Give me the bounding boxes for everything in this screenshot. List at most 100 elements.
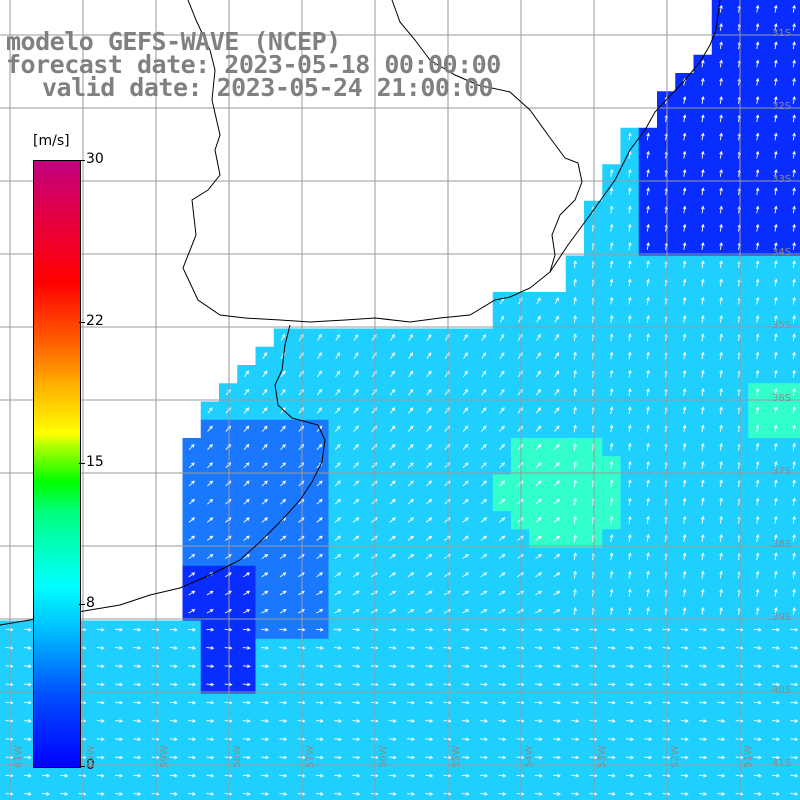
wind-arrow [571, 700, 580, 705]
wind-arrow [279, 627, 288, 632]
wind-arrow [115, 773, 124, 778]
wind-arrow [243, 425, 250, 432]
wind-arrow [206, 517, 214, 523]
wind-arrow [646, 260, 650, 269]
wind-arrow [60, 773, 69, 778]
wind-arrow [792, 150, 796, 159]
wind-arrow [115, 719, 124, 723]
wind-arrow [553, 646, 562, 650]
wind-arrow [426, 443, 432, 451]
wind-arrow [774, 315, 778, 323]
wind-arrow [169, 627, 178, 632]
wind-arrow [755, 442, 760, 451]
wind-arrow [243, 572, 251, 578]
wind-speed-cell [784, 383, 800, 402]
wind-arrow [443, 719, 452, 723]
wind-arrow [280, 333, 286, 341]
wind-speed-cell [784, 0, 800, 19]
wind-arrow [573, 315, 577, 323]
wind-arrow [609, 260, 614, 269]
wind-arrow [774, 424, 778, 433]
wind-arrow [682, 479, 687, 488]
wind-arrow [280, 425, 286, 432]
wind-arrow [553, 590, 561, 596]
wind-arrow [462, 370, 468, 378]
wind-arrow [792, 534, 796, 542]
wind-arrow [96, 664, 105, 669]
wind-arrow [151, 682, 160, 687]
wind-speed-cell [54, 784, 74, 800]
wind-arrow [753, 773, 762, 778]
wind-arrow [662, 737, 671, 742]
wind-arrow [790, 682, 799, 687]
wind-arrow [755, 41, 760, 50]
colorbar-tick-mark [79, 766, 85, 767]
wind-arrow [573, 333, 577, 342]
wind-direction-arrows [5, 4, 799, 796]
colorbar [33, 160, 81, 768]
wind-arrow [589, 627, 598, 632]
wind-arrow [408, 388, 414, 396]
wind-arrow [735, 646, 744, 650]
wind-arrow [462, 553, 469, 560]
colorbar-tick-label: 15 [86, 454, 104, 470]
wind-arrow [792, 333, 796, 342]
wind-speed-cell [419, 784, 439, 800]
wind-arrow [609, 223, 614, 232]
wind-arrow [662, 755, 671, 760]
wind-arrow [334, 700, 343, 705]
wind-arrow [553, 480, 560, 487]
wind-arrow [701, 424, 705, 433]
wind-arrow [719, 388, 723, 396]
wind-arrow [682, 607, 687, 615]
wind-arrow [701, 369, 705, 378]
wind-arrow [774, 187, 778, 196]
wind-arrow [499, 315, 505, 323]
wind-arrow [628, 479, 632, 488]
wind-arrow [719, 442, 723, 451]
wind-arrow [573, 424, 577, 433]
wind-arrow [115, 700, 124, 705]
wind-arrow [297, 773, 306, 778]
wind-arrow [719, 424, 723, 433]
wind-speed-cell [784, 73, 800, 92]
wind-arrow [792, 388, 796, 396]
wind-speed-cell [784, 602, 800, 621]
wind-arrow [370, 627, 379, 632]
wind-arrow [774, 442, 778, 451]
wind-arrow [792, 260, 796, 269]
wind-arrow [334, 719, 343, 723]
wind-arrow [78, 773, 87, 778]
wind-arrow [699, 719, 708, 723]
wind-arrow [535, 590, 543, 596]
wind-arrow [408, 407, 414, 414]
wind-speed-cell [456, 784, 475, 800]
wind-arrow [717, 792, 726, 796]
wind-arrow [371, 407, 377, 414]
wind-speed-cell [784, 54, 800, 74]
wind-arrow [717, 737, 726, 742]
wind-arrow [407, 517, 415, 523]
wind-arrow [573, 351, 577, 360]
wind-arrow [755, 242, 760, 250]
wind-arrow [242, 682, 251, 687]
wind-arrow [646, 461, 650, 469]
wind-arrow [315, 755, 324, 760]
wind-arrow [735, 700, 744, 705]
wind-speed-cell [784, 36, 800, 56]
wind-arrow [792, 315, 796, 323]
wind-arrow [573, 442, 577, 451]
wind-arrow [334, 517, 342, 523]
wind-arrow [426, 370, 432, 378]
wind-arrow [571, 682, 580, 687]
wind-arrow [498, 664, 507, 669]
wind-arrow [389, 425, 396, 432]
wind-arrow [498, 737, 507, 742]
wind-arrow [480, 443, 487, 451]
wind-arrow [262, 388, 268, 396]
wind-arrow [188, 590, 196, 596]
wind-arrow [609, 296, 614, 305]
wind-arrow [644, 664, 653, 669]
wind-arrow [792, 296, 796, 305]
wind-arrow [407, 609, 415, 614]
